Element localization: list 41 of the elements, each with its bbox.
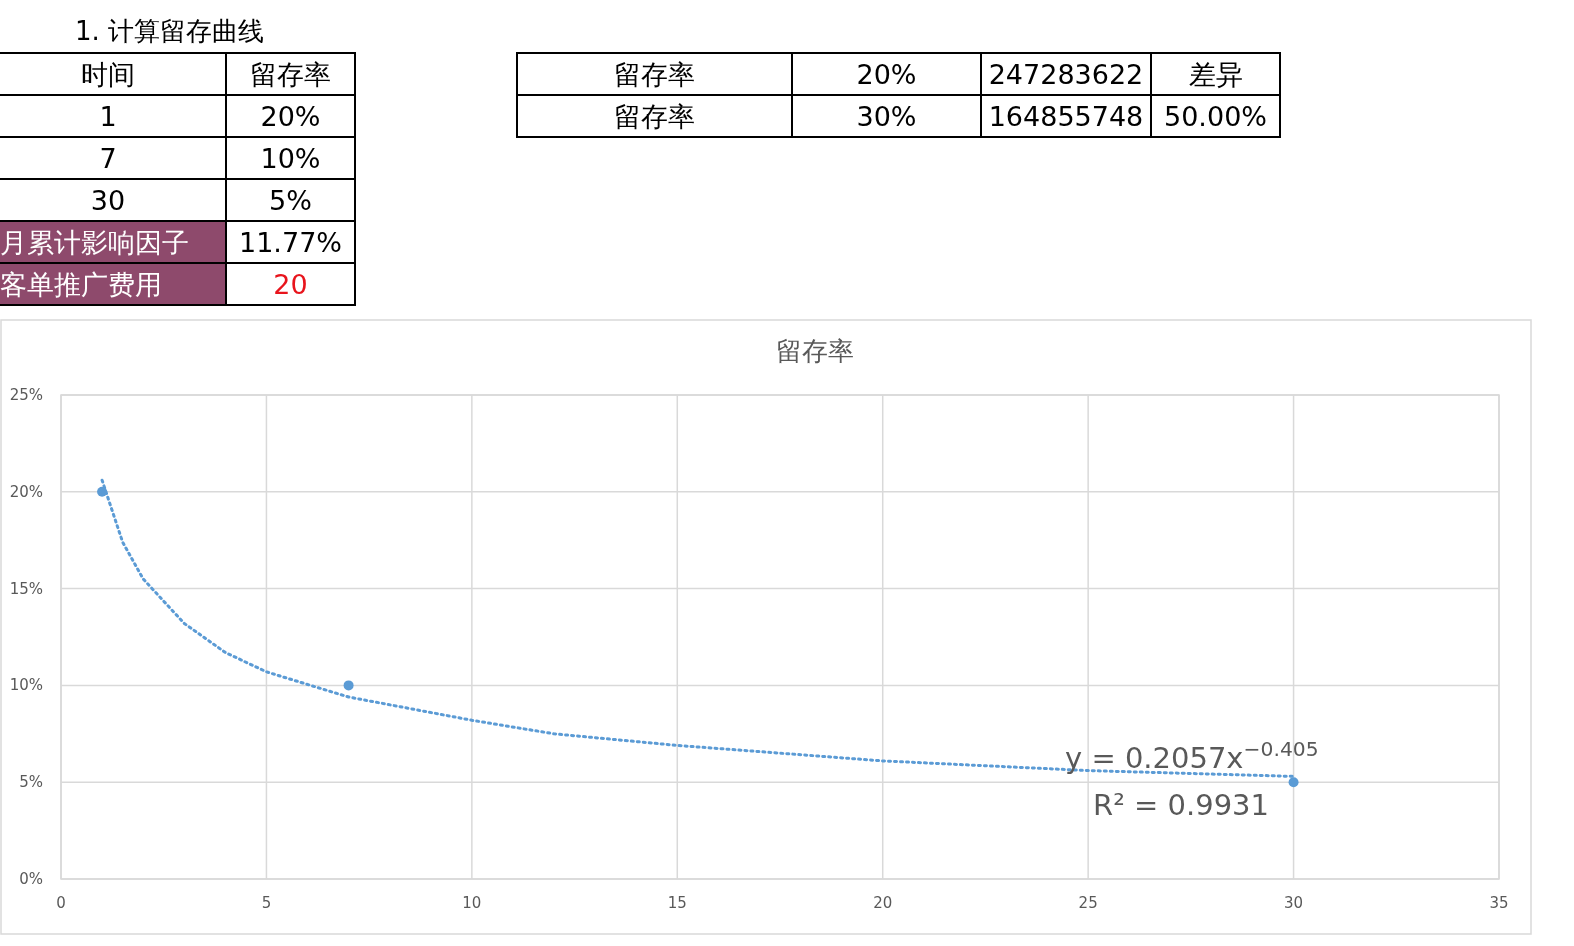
text: 247283622 — [988, 59, 1144, 90]
x-tick-label: 5 — [261, 894, 272, 912]
x-tick-label: 35 — [1489, 894, 1509, 912]
text: 20% — [856, 59, 917, 90]
y-tick-label: 20% — [9, 482, 43, 501]
text: 差异 — [1188, 59, 1243, 90]
y-tick-label: 25% — [9, 386, 43, 404]
text: 20% — [260, 101, 321, 132]
x-tick-label: 15 — [667, 894, 687, 912]
y-tick-label: 10% — [9, 676, 43, 695]
text: 留存率 — [250, 59, 331, 90]
text: 50.00% — [1164, 101, 1267, 132]
text: 164855748 — [988, 101, 1144, 132]
chart-title: 留存率 — [776, 336, 854, 366]
text: 留存率 — [614, 101, 695, 132]
text: 30 — [90, 185, 126, 216]
text: 5% — [269, 185, 312, 216]
x-tick-label: 30 — [1284, 894, 1304, 912]
text: 10% — [260, 143, 321, 174]
text: 1 — [99, 101, 117, 132]
text: 1. 计算留存曲线 — [75, 16, 265, 46]
text: 留存率 — [614, 59, 695, 90]
annotation: R² = 0.9931 — [1093, 788, 1269, 822]
text: 客单推广费用 — [0, 269, 162, 300]
text: 11.77% — [239, 227, 342, 258]
text: 20 — [273, 269, 308, 300]
point — [97, 486, 108, 497]
x-tick-label: 25 — [1078, 894, 1098, 912]
text: 7 — [99, 143, 117, 174]
point — [343, 680, 354, 691]
y-tick-label: 5% — [19, 773, 43, 792]
y-tick-label: 0% — [19, 870, 43, 888]
annotation: y = 0.2057x$^{−0.405}$ — [1065, 737, 1319, 775]
text: 时间 — [81, 59, 135, 90]
point — [1288, 777, 1299, 788]
x-tick-label: 0 — [56, 894, 66, 912]
y-tick-label: 15% — [9, 579, 43, 598]
text: 月累计影响因子 — [0, 227, 189, 258]
x-tick-label: 10 — [462, 894, 482, 912]
text: 30% — [856, 101, 917, 132]
x-tick-label: 20 — [873, 894, 893, 912]
